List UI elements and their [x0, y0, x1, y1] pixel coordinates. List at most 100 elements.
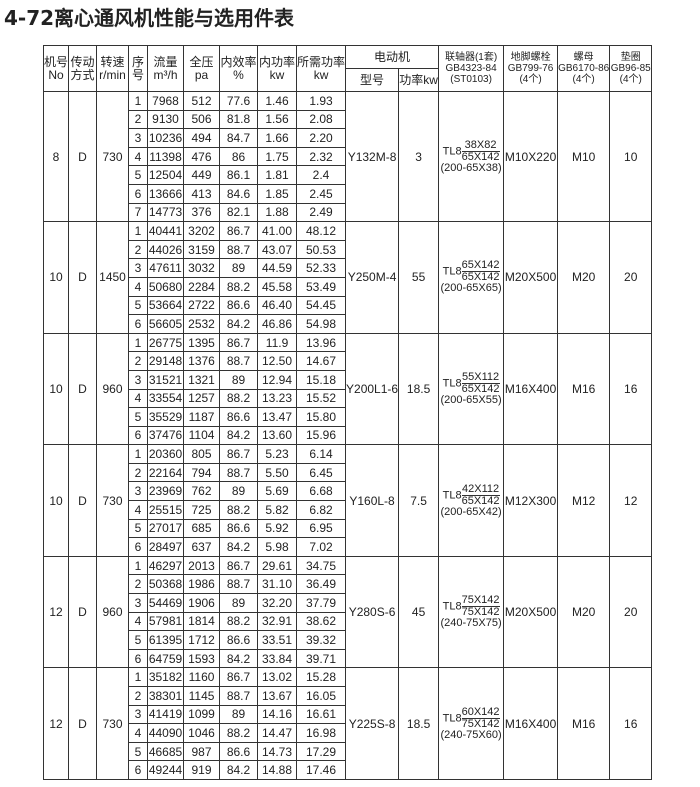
- coupling-numerator: 60X142: [461, 705, 500, 719]
- internal-power-cell: 46.86: [257, 314, 298, 334]
- required-power-cell: 38.62: [296, 611, 347, 632]
- fan-no-cell: 12: [42, 555, 70, 669]
- fan-no-cell: 10: [42, 221, 70, 334]
- table-row: 3 41419 1099 89 14.16 16.61: [44, 704, 652, 725]
- header-bolt: 地脚螺栓 GB799-76 (4个): [503, 45, 559, 92]
- seq-cell: 1: [128, 91, 149, 111]
- pressure-cell: 685: [183, 518, 221, 539]
- motor-model-cell: Y160L-8: [345, 444, 400, 557]
- seq-cell: 3: [128, 481, 149, 502]
- internal-power-cell: 43.07: [257, 239, 298, 260]
- table-row: 5 46685 987 86.6 14.73 17.29: [44, 741, 652, 762]
- washer-cell: 16: [609, 667, 653, 780]
- required-power-cell: 2.20: [296, 128, 347, 148]
- required-power-cell: 6.95: [296, 518, 347, 539]
- coupling-prefix: TL8: [442, 712, 462, 725]
- flow-cell: 22164: [147, 462, 185, 483]
- internal-power-cell: 14.47: [257, 723, 298, 743]
- flow-cell: 61395: [147, 630, 185, 650]
- drive-cell: D: [68, 555, 98, 669]
- efficiency-cell: 89: [219, 258, 259, 278]
- speed-cell: 960: [96, 332, 130, 446]
- internal-power-cell: 1.85: [257, 183, 298, 204]
- header-speed: 转速 r/min: [96, 45, 130, 92]
- required-power-cell: 37.79: [296, 593, 347, 613]
- drive-cell: D: [68, 90, 98, 223]
- required-power-cell: 15.52: [296, 388, 347, 409]
- motor-model-cell: Y200L1-6: [345, 332, 400, 446]
- seq-cell: 2: [128, 462, 149, 483]
- table-row: 12 D 730 1 35182 1160 86.7 13.02 15.28 Y225S-8 18.…: [42, 667, 653, 780]
- coupling-fraction: 75X142 75X142: [461, 595, 500, 618]
- flow-cell: 28497: [147, 537, 185, 557]
- efficiency-cell: 84.7: [219, 128, 259, 148]
- speed-cell: 960: [96, 555, 130, 669]
- seq-cell: 1: [128, 221, 149, 241]
- pressure-cell: 494: [183, 128, 221, 148]
- coupling-cell: TL8 60X142 75X142 (240-75X60): [438, 667, 505, 780]
- pressure-cell: 1593: [183, 648, 221, 669]
- header-no: 机号 No: [42, 45, 70, 92]
- efficiency-cell: 88.7: [219, 351, 259, 371]
- pressure-cell: 376: [183, 202, 221, 223]
- header-flow: 流量 m³/h: [147, 45, 185, 92]
- page-title: 4-72离心通风机性能与选用件表: [4, 6, 295, 30]
- pressure-cell: 1104: [183, 425, 221, 446]
- required-power-cell: 52.33: [296, 258, 347, 278]
- table-row: 3 31521 1321 89 12.94 15.18: [44, 369, 652, 390]
- required-power-cell: 17.46: [296, 760, 347, 780]
- internal-power-cell: 5.82: [257, 500, 298, 520]
- internal-power-cell: 45.58: [257, 276, 298, 297]
- table-row: 3 54469 1906 89 32.20 37.79: [44, 593, 652, 613]
- pressure-cell: 2722: [183, 295, 221, 316]
- seq-cell: 4: [128, 146, 149, 167]
- header-motor-model: 型号: [345, 68, 400, 92]
- internal-power-cell: 13.47: [257, 407, 298, 427]
- pressure-cell: 725: [183, 500, 221, 520]
- flow-cell: 40441: [147, 221, 185, 241]
- flow-cell: 49244: [147, 760, 185, 780]
- pressure-cell: 1986: [183, 574, 221, 595]
- drive-cell: D: [68, 667, 98, 780]
- efficiency-cell: 84.2: [219, 648, 259, 669]
- table-row: 4 50680 2284 88.2 45.58 53.49: [44, 276, 652, 297]
- header-efficiency: 内效率%: [219, 45, 259, 92]
- required-power-cell: 48.12: [296, 221, 347, 241]
- required-power-cell: 2.49: [296, 202, 347, 223]
- pressure-cell: 3202: [183, 221, 221, 241]
- flow-cell: 14773: [147, 202, 185, 223]
- table-row: 2 50368 1986 88.7 31.10 36.49: [44, 574, 652, 595]
- coupling-cell: TL8 42X112 65X142 (200-65X42): [438, 444, 505, 557]
- table-row: 2 38301 1145 88.7 13.67 16.05: [44, 686, 652, 706]
- required-power-cell: 15.96: [296, 425, 347, 446]
- flow-cell: 56605: [147, 314, 185, 334]
- seq-cell: 1: [128, 444, 149, 464]
- bolt-cell: M16X400: [503, 332, 559, 446]
- efficiency-cell: 88.2: [219, 500, 259, 520]
- efficiency-cell: 88.2: [219, 388, 259, 409]
- internal-power-cell: 46.40: [257, 295, 298, 316]
- efficiency-cell: 82.1: [219, 202, 259, 223]
- table-row: 3 47611 3032 89 44.59 52.33: [44, 258, 652, 278]
- coupling-denominator: 65X142: [461, 494, 500, 507]
- flow-cell: 20360: [147, 444, 185, 464]
- table-row: 6 64759 1593 84.2 33.84 39.71: [44, 648, 652, 669]
- pressure-cell: 762: [183, 481, 221, 502]
- header-washer: 垫圈 GB96-85 (4个): [609, 45, 653, 92]
- coupling-denominator: 65X142: [461, 150, 500, 163]
- efficiency-cell: 88.2: [219, 276, 259, 297]
- coupling-prefix: TL8: [442, 265, 462, 278]
- pressure-cell: 2532: [183, 314, 221, 334]
- internal-power-cell: 13.67: [257, 686, 298, 706]
- seq-cell: 4: [128, 388, 149, 409]
- internal-power-cell: 33.51: [257, 630, 298, 650]
- pressure-cell: 794: [183, 462, 221, 483]
- coupling-spec: (240-75X75): [440, 617, 502, 630]
- efficiency-cell: 89: [219, 481, 259, 502]
- coupling-fraction: 42X112 65X142: [461, 483, 500, 507]
- internal-power-cell: 29.61: [257, 555, 298, 576]
- seq-cell: 6: [128, 760, 149, 780]
- flow-cell: 41419: [147, 704, 185, 725]
- motor-model-cell: Y250M-4: [345, 221, 400, 334]
- efficiency-cell: 88.7: [219, 686, 259, 706]
